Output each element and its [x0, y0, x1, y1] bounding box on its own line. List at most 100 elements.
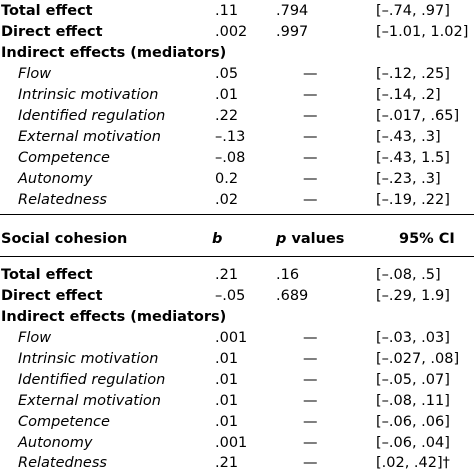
b-value: 0.2 [215, 171, 239, 187]
ci-value: [–.027, .08] [376, 351, 460, 367]
b-value: .05 [215, 66, 239, 82]
p-value: — [303, 150, 318, 166]
section-subheading: Indirect effects (mediators) [1, 309, 227, 325]
table-header-row: Social cohesion b p values 95% CI [0, 228, 474, 250]
table-row: External motivation –.13 — [–.43, .3] [0, 126, 474, 148]
section-heading: Social cohesion [1, 231, 128, 247]
column-header-p: p values [276, 231, 345, 247]
table-row: Competence –.08 — [–.43, 1.5] [0, 147, 474, 169]
table-row: Identified regulation .01 — [–.05, .07] [0, 369, 474, 391]
b-value: –.08 [215, 150, 246, 166]
b-value: .01 [215, 87, 239, 103]
p-value: — [303, 372, 318, 388]
ci-value: [–.43, 1.5] [376, 150, 450, 166]
table-row: Indirect effects (mediators) [0, 42, 474, 64]
ci-value: [.02, .42]† [376, 455, 450, 471]
mediator-label: Competence [18, 150, 110, 166]
b-value: .01 [215, 393, 239, 409]
mediator-label: Intrinsic motivation [18, 87, 159, 103]
b-value: .21 [215, 267, 239, 283]
p-value: .689 [276, 288, 309, 304]
ci-value: [–.43, .3] [376, 129, 441, 145]
b-value: .01 [215, 414, 239, 430]
b-value: –.13 [215, 129, 246, 145]
ci-value: [–.03, .03] [376, 330, 450, 346]
ci-value: [–.74, .97] [376, 3, 450, 19]
p-value: — [303, 87, 318, 103]
b-value: .22 [215, 108, 239, 124]
p-value: .997 [276, 24, 309, 40]
table-row: Intrinsic motivation .01 — [–.14, .2] [0, 84, 474, 106]
p-value: — [303, 435, 318, 451]
row-label: Total effect [1, 267, 93, 283]
table-row: Indirect effects (mediators) [0, 306, 474, 328]
p-value: — [303, 171, 318, 187]
b-value: .11 [215, 3, 239, 19]
p-value: — [303, 351, 318, 367]
table-row: Identified regulation .22 — [–.017, .65] [0, 105, 474, 127]
row-label: Direct effect [1, 24, 103, 40]
table-rule [0, 214, 474, 215]
mediator-label: Relatedness [18, 192, 107, 208]
p-value: — [303, 129, 318, 145]
ci-value: [–.08, .5] [376, 267, 441, 283]
ci-value: [–.23, .3] [376, 171, 441, 187]
ci-value: [–.06, .04] [376, 435, 450, 451]
mediator-label: Identified regulation [18, 108, 166, 124]
table-row: Intrinsic motivation .01 — [–.027, .08] [0, 348, 474, 370]
mediator-label: External motivation [18, 393, 161, 409]
b-value: .21 [215, 455, 239, 471]
b-value: –.05 [215, 288, 246, 304]
mediator-label: Intrinsic motivation [18, 351, 159, 367]
mediator-label: Relatedness [18, 455, 107, 471]
table-row: External motivation .01 — [–.08, .11] [0, 390, 474, 412]
ci-value: [–.12, .25] [376, 66, 450, 82]
b-value: .002 [215, 24, 248, 40]
b-value: .001 [215, 435, 248, 451]
table-row: Relatedness .02 — [–.19, .22] [0, 189, 474, 211]
ci-value: [–.19, .22] [376, 192, 450, 208]
table-rule [0, 256, 474, 257]
table-row: Competence .01 — [–.06, .06] [0, 411, 474, 433]
column-header-ci: 95% CI [399, 231, 455, 247]
ci-value: [–.017, .65] [376, 108, 460, 124]
table-row: Total effect .21 .16 [–.08, .5] [0, 264, 474, 286]
b-value: .01 [215, 351, 239, 367]
p-value: — [303, 393, 318, 409]
table-row: Relatedness .21 — [.02, .42]† [0, 452, 474, 474]
ci-value: [–.05, .07] [376, 372, 450, 388]
ci-value: [–1.01, 1.02] [376, 24, 469, 40]
p-value: .794 [276, 3, 309, 19]
column-header-b: b [212, 231, 223, 247]
table-row: Direct effect –.05 .689 [–.29, 1.9] [0, 285, 474, 307]
b-value: .001 [215, 330, 248, 346]
mediator-label: Flow [18, 66, 52, 82]
row-label: Direct effect [1, 288, 103, 304]
table-row: Flow .001 — [–.03, .03] [0, 327, 474, 349]
table-row: Flow .05 — [–.12, .25] [0, 63, 474, 85]
mediator-label: Competence [18, 414, 110, 430]
ci-value: [–.29, 1.9] [376, 288, 450, 304]
p-value: — [303, 455, 318, 471]
mediator-label: Autonomy [18, 171, 93, 187]
b-value: .01 [215, 372, 239, 388]
p-value: — [303, 108, 318, 124]
ci-value: [–.14, .2] [376, 87, 441, 103]
b-value: .02 [215, 192, 239, 208]
row-label: Total effect [1, 3, 93, 19]
p-value: .16 [276, 267, 300, 283]
p-value: — [303, 414, 318, 430]
p-value: — [303, 330, 318, 346]
mediator-label: Identified regulation [18, 372, 166, 388]
mediator-label: External motivation [18, 129, 161, 145]
mediator-label: Autonomy [18, 435, 93, 451]
table-row: Autonomy .001 — [–.06, .04] [0, 432, 474, 454]
ci-value: [–.08, .11] [376, 393, 450, 409]
p-value: — [303, 66, 318, 82]
table-row: Total effect .11 .794 [–.74, .97] [0, 0, 474, 22]
mediator-label: Flow [18, 330, 52, 346]
p-value: — [303, 192, 318, 208]
ci-value: [–.06, .06] [376, 414, 450, 430]
section-subheading: Indirect effects (mediators) [1, 45, 227, 61]
table-row: Autonomy 0.2 — [–.23, .3] [0, 168, 474, 190]
